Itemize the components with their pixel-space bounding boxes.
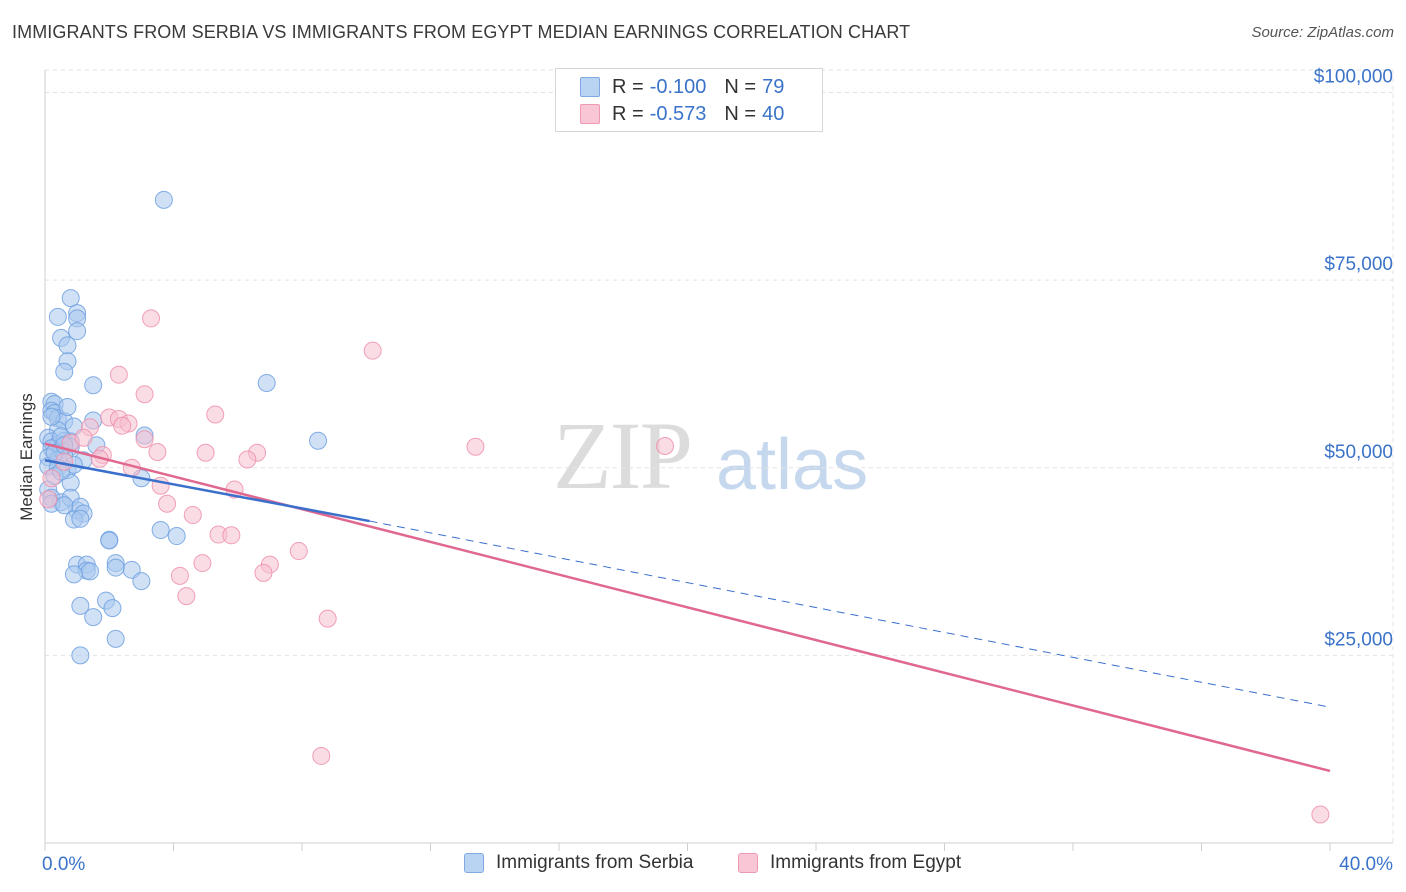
egypt-point <box>142 309 161 328</box>
series-swatch-egypt <box>738 853 758 873</box>
egypt-point <box>135 385 154 404</box>
serbia-point <box>71 596 90 615</box>
series-label-egypt: Immigrants from Egypt <box>770 852 962 873</box>
y-tick-label: $75,000 <box>1324 254 1393 275</box>
egypt-point <box>312 746 331 765</box>
legend-n-label: N = <box>724 75 757 98</box>
egypt-point <box>466 437 485 456</box>
egypt-point <box>196 443 215 462</box>
x-tick-label: 0.0% <box>42 854 85 875</box>
egypt-point <box>206 405 225 424</box>
serbia-point <box>167 527 186 546</box>
legend-row-serbia: R = -0.100 N = 79 <box>580 75 784 99</box>
series-legend: Immigrants from Serbia Immigrants from E… <box>0 852 1406 878</box>
serbia-point <box>257 373 276 392</box>
y-axis-label: Median Earnings <box>17 393 36 521</box>
serbia-point <box>42 407 61 426</box>
y-tick-label: $100,000 <box>1314 67 1393 88</box>
legend-swatch-serbia <box>580 77 600 97</box>
legend-n-label: N = <box>724 102 757 125</box>
serbia-trendline <box>44 459 370 523</box>
serbia-point <box>84 608 103 627</box>
egypt-point <box>222 526 241 545</box>
serbia-point <box>151 521 170 540</box>
egypt-point <box>238 450 257 469</box>
egypt-point <box>254 563 273 582</box>
egypt-point <box>113 416 132 435</box>
serbia-point <box>68 322 87 341</box>
egypt-point <box>148 442 167 461</box>
legend-row-egypt: R = -0.573 N = 40 <box>580 102 784 126</box>
legend-swatch-egypt <box>580 104 600 124</box>
stats-legend: R = -0.100 N = 79 R = -0.573 N = 40 <box>555 68 823 132</box>
serbia-trendline-extension <box>369 520 1331 708</box>
chart-title: IMMIGRANTS FROM SERBIA VS IMMIGRANTS FRO… <box>12 22 911 42</box>
serbia-point <box>58 336 77 355</box>
egypt-point <box>158 494 177 513</box>
egypt-point <box>289 542 308 561</box>
egypt-point <box>1311 805 1330 824</box>
serbia-point <box>58 397 77 416</box>
egypt-point <box>170 566 189 585</box>
egypt-point <box>39 490 58 509</box>
egypt-point <box>656 436 675 455</box>
serbia-point <box>309 431 328 450</box>
serbia-point <box>48 307 67 326</box>
series-label-serbia: Immigrants from Serbia <box>496 852 694 873</box>
egypt-trendline <box>44 442 1331 773</box>
serbia-point <box>55 496 74 515</box>
serbia-point <box>64 565 83 584</box>
y-tick-label: $25,000 <box>1324 629 1393 650</box>
legend-n-value: 40 <box>762 102 785 125</box>
y-tick-label: $50,000 <box>1324 442 1393 463</box>
serbia-point <box>103 599 122 618</box>
egypt-point <box>363 341 382 360</box>
series-legend-egypt[interactable]: Immigrants from Egypt <box>738 852 961 874</box>
egypt-point <box>109 365 128 384</box>
egypt-point <box>135 430 154 449</box>
serbia-point <box>100 531 119 550</box>
legend-r-label: R = <box>612 102 644 125</box>
egypt-point <box>42 469 61 488</box>
legend-r-value: -0.573 <box>649 102 707 125</box>
serbia-point <box>154 190 173 209</box>
egypt-point <box>193 554 212 573</box>
egypt-point <box>318 609 337 628</box>
x-tick-label: 40.0% <box>1339 854 1393 875</box>
source-label: Source: ZipAtlas.com <box>1251 24 1394 41</box>
serbia-point <box>61 289 80 308</box>
series-legend-serbia[interactable]: Immigrants from Serbia <box>464 852 693 874</box>
serbia-point <box>80 562 99 581</box>
serbia-point <box>106 558 125 577</box>
egypt-point <box>183 506 202 525</box>
serbia-point <box>132 572 151 591</box>
serbia-point <box>71 646 90 665</box>
watermark-zip: ZIP <box>553 402 693 509</box>
serbia-point <box>106 629 125 648</box>
legend-r-value: -0.100 <box>649 75 707 98</box>
egypt-point <box>74 428 93 447</box>
legend-r-label: R = <box>612 75 644 98</box>
serbia-point <box>55 362 74 381</box>
watermark-atlas: atlas <box>716 425 869 505</box>
egypt-point <box>177 587 196 606</box>
series-swatch-serbia <box>464 853 484 873</box>
legend-n-value: 79 <box>762 75 785 98</box>
serbia-point <box>84 376 103 395</box>
serbia-point <box>71 509 90 528</box>
